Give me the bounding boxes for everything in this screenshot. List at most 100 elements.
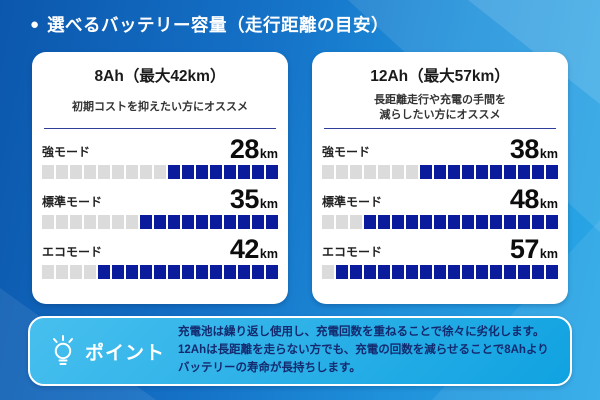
segment-filled	[182, 165, 194, 179]
segment-filled	[168, 165, 180, 179]
distance-bar	[322, 165, 558, 179]
mode-row: エコモード 42km	[42, 234, 278, 279]
distance-unit: km	[259, 147, 278, 161]
distance-number: 48	[509, 184, 540, 214]
segment-filled	[266, 165, 278, 179]
segment-filled	[434, 265, 446, 279]
point-text: 充電池は繰り返し使用し、充電回数を重ねることで徐々に劣化します。 12Ahは長距離…	[178, 324, 549, 377]
segment-filled	[336, 265, 348, 279]
segment-filled	[182, 215, 194, 229]
segment-filled	[518, 165, 530, 179]
point-text-line: 12Ahは長距離を走らない方でも、充電の回数を減らせることで8Ahより	[178, 344, 549, 357]
mode-label: 標準モード	[322, 195, 383, 209]
battery-card-8ah: 8Ah（最大42km） 初期コストを抑えたい方にオススメ強モード 28km 標準モード…	[32, 52, 288, 304]
segment-filled	[252, 265, 264, 279]
card-title: 8Ah（最大42km）	[94, 68, 226, 85]
segment-empty	[322, 165, 334, 179]
segment-empty	[336, 215, 348, 229]
card-subtitle: 初期コストを抑えたい方にオススメ	[42, 89, 278, 126]
distance-number: 28	[229, 134, 260, 164]
segment-filled	[476, 215, 488, 229]
segment-filled	[434, 215, 446, 229]
distance-unit: km	[539, 197, 558, 211]
battery-card-12ah: 12Ah（最大57km） 長距離走行や充電の手間を 減らしたい方にオススメ 強モード 3…	[312, 52, 568, 304]
point-text-line: バッテリーの寿命が長持ちします。	[178, 361, 361, 374]
segment-filled	[406, 265, 418, 279]
segment-empty	[140, 165, 152, 179]
segment-empty	[42, 265, 54, 279]
distance-bar	[42, 165, 278, 179]
point-text-line: 充電池は繰り返し使用し、充電回数を重ねることで徐々に劣化します。	[178, 326, 545, 339]
segment-empty	[126, 215, 138, 229]
segment-filled	[182, 265, 194, 279]
segment-filled	[462, 265, 474, 279]
segment-empty	[98, 165, 110, 179]
segment-filled	[518, 215, 530, 229]
mode-row-head: 強モード 38km	[322, 134, 558, 163]
segment-filled	[504, 215, 516, 229]
distance-number: 38	[509, 134, 540, 164]
segment-empty	[336, 165, 348, 179]
segment-empty	[378, 165, 390, 179]
segment-filled	[224, 165, 236, 179]
mode-row: 強モード 28km	[42, 134, 278, 179]
card-divider	[44, 128, 276, 129]
segment-filled	[490, 265, 502, 279]
segment-empty	[42, 215, 54, 229]
distance-bar	[42, 215, 278, 229]
segment-filled	[462, 215, 474, 229]
segment-filled	[420, 165, 432, 179]
mode-row-head: 標準モード 48km	[322, 184, 558, 213]
mode-label: 強モード	[42, 145, 91, 159]
segment-filled	[448, 265, 460, 279]
segment-filled	[490, 215, 502, 229]
segment-filled	[448, 165, 460, 179]
segment-filled	[224, 265, 236, 279]
segment-filled	[420, 265, 432, 279]
segment-filled	[196, 215, 208, 229]
segment-empty	[42, 165, 54, 179]
segment-filled	[392, 215, 404, 229]
segment-filled	[364, 265, 376, 279]
segment-empty	[70, 265, 82, 279]
segment-empty	[322, 215, 334, 229]
card-divider	[324, 128, 556, 129]
distance-number: 35	[229, 184, 260, 214]
segment-filled	[196, 165, 208, 179]
segment-filled	[532, 165, 544, 179]
segment-filled	[238, 265, 250, 279]
segment-filled	[154, 265, 166, 279]
lightbulb-icon	[53, 335, 73, 365]
mode-label: エコモード	[42, 245, 103, 259]
segment-filled	[476, 265, 488, 279]
segment-filled	[490, 165, 502, 179]
segment-filled	[448, 215, 460, 229]
segment-filled	[434, 165, 446, 179]
distance-value: 48km	[510, 186, 558, 213]
distance-number: 57	[509, 234, 540, 264]
segment-empty	[56, 165, 68, 179]
mode-rows: 強モード 28km 標準モード 35km エコモード 42km	[42, 134, 278, 279]
segment-empty	[126, 165, 138, 179]
segment-filled	[140, 265, 152, 279]
segment-filled	[168, 215, 180, 229]
mode-label: エコモード	[322, 245, 383, 259]
distance-bar	[322, 265, 558, 279]
segment-filled	[518, 265, 530, 279]
segment-filled	[406, 215, 418, 229]
mode-row-head: 標準モード 35km	[42, 184, 278, 213]
segment-filled	[266, 215, 278, 229]
segment-filled	[210, 165, 222, 179]
segment-filled	[98, 265, 110, 279]
segment-filled	[210, 215, 222, 229]
segment-filled	[126, 265, 138, 279]
segment-empty	[392, 165, 404, 179]
segment-filled	[196, 265, 208, 279]
segment-filled	[462, 165, 474, 179]
distance-value: 42km	[230, 236, 278, 263]
distance-value: 57km	[510, 236, 558, 263]
distance-value: 28km	[230, 136, 278, 163]
segment-empty	[350, 215, 362, 229]
segment-filled	[266, 265, 278, 279]
